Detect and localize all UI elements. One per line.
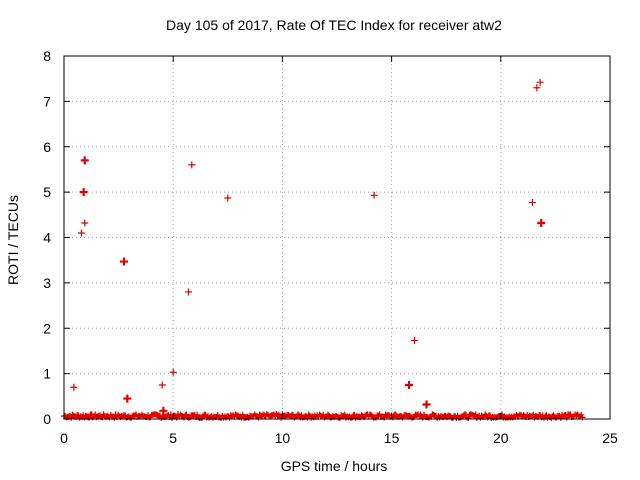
data-point	[81, 219, 89, 227]
data-point	[120, 257, 129, 266]
data-point	[80, 156, 89, 165]
data-point	[224, 194, 232, 202]
baseline-point-band	[61, 411, 586, 421]
chart-title: Day 105 of 2017, Rate Of TEC Index for r…	[166, 17, 502, 33]
x-tick-labels: 0 5 10 15 20 25	[60, 430, 618, 446]
data-point	[169, 368, 177, 376]
data-point	[370, 191, 378, 199]
data-point	[77, 229, 85, 237]
baseline-point	[482, 411, 489, 418]
data-point	[536, 78, 544, 86]
y-tick-labels: 0 1 2 3 4 5 6 7 8	[43, 48, 51, 427]
data-point	[411, 337, 419, 345]
data-point	[188, 161, 196, 169]
y-axis-label: ROTI / TECUs	[5, 195, 21, 285]
baseline-point	[295, 411, 301, 418]
data-point	[528, 199, 536, 207]
data-point	[422, 400, 431, 409]
baseline-point	[325, 411, 331, 418]
x-tick-label: 15	[384, 430, 400, 446]
y-tick-label: 3	[43, 275, 51, 291]
x-tick-label: 5	[169, 430, 177, 446]
data-point	[405, 380, 414, 389]
baseline-point	[465, 414, 472, 421]
x-tick-label: 25	[602, 430, 618, 446]
x-tick-label: 0	[60, 430, 68, 446]
x-axis-label: GPS time / hours	[281, 458, 388, 474]
data-point	[79, 188, 88, 197]
y-tick-label: 7	[43, 93, 51, 109]
x-tick-label: 20	[493, 430, 509, 446]
baseline-point	[239, 411, 246, 418]
y-tick-label: 4	[43, 230, 51, 246]
data-point	[70, 383, 78, 391]
axis-ticks	[63, 55, 611, 420]
data-point	[123, 394, 132, 403]
data-point	[159, 406, 168, 415]
y-tick-label: 6	[43, 139, 51, 155]
grid-lines	[64, 56, 610, 419]
y-tick-label: 1	[43, 366, 51, 382]
y-tick-label: 0	[43, 411, 51, 427]
data-point	[184, 288, 192, 296]
y-tick-label: 2	[43, 320, 51, 336]
data-point	[533, 84, 541, 92]
y-tick-label: 8	[43, 48, 51, 64]
baseline-point	[289, 411, 295, 418]
data-points	[70, 78, 546, 415]
x-tick-label: 10	[275, 430, 291, 446]
y-tick-label: 5	[43, 184, 51, 200]
data-point	[537, 218, 546, 227]
data-point	[158, 381, 166, 389]
